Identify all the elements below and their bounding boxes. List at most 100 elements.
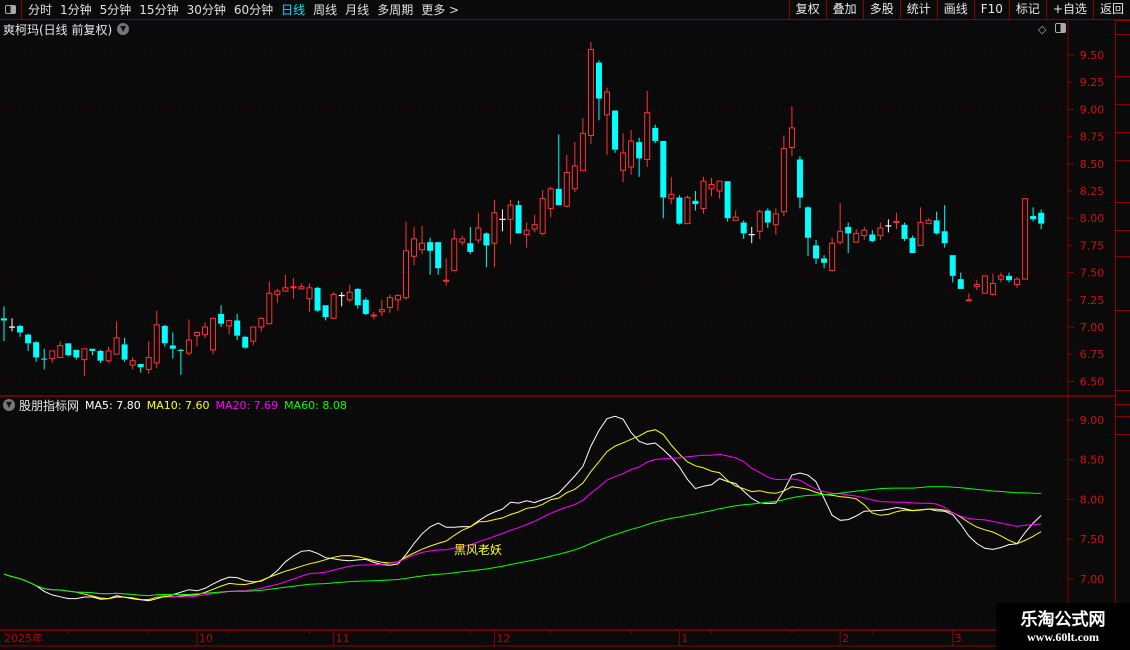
candle	[563, 155, 570, 208]
toolbar-button-5[interactable]: F10	[973, 0, 1009, 20]
candle-body	[563, 172, 570, 207]
candle	[378, 299, 385, 317]
candle-body	[121, 344, 128, 360]
tab-period-5[interactable]: 60分钟	[233, 3, 274, 17]
candle	[796, 156, 803, 209]
candle	[226, 319, 233, 335]
toolbar-button-2[interactable]: 多股	[862, 0, 900, 20]
candle-body	[652, 127, 659, 141]
period-toolbar: 分时 1分钟 5分钟 15分钟 30分钟 60分钟 日线 周线 月线 多周期 更多 > 复权 叠加 多股…	[0, 0, 1130, 20]
candle	[724, 181, 731, 222]
candle-body	[226, 319, 233, 327]
chevron-down-icon[interactable]: ▼	[117, 23, 130, 35]
toolbar-button-1[interactable]: 叠加	[825, 0, 863, 20]
candle	[933, 211, 940, 235]
candle-body	[515, 205, 522, 234]
candle-body	[531, 224, 538, 230]
candle	[772, 208, 779, 235]
candle-body	[137, 363, 144, 368]
tab-period-0[interactable]: 分时	[28, 3, 53, 17]
candle	[370, 311, 377, 320]
candle	[756, 209, 763, 239]
candle-body	[322, 305, 329, 318]
date-tick-label: 2	[842, 632, 849, 645]
price-tick-label: 8.50	[1080, 158, 1105, 171]
candle	[780, 135, 787, 217]
candle-body	[161, 325, 168, 344]
candle-body	[105, 350, 112, 362]
candle-body	[780, 148, 787, 213]
layout-icon[interactable]	[1055, 23, 1066, 33]
candle	[997, 272, 1004, 283]
candle	[740, 220, 747, 239]
side-tab-divider	[1116, 104, 1130, 105]
candle	[17, 324, 24, 337]
layout-toggle-button[interactable]	[0, 0, 22, 20]
candle	[1022, 198, 1029, 280]
toolbar-button-6[interactable]: 标记	[1008, 0, 1046, 20]
candle-body	[901, 224, 908, 239]
candle	[129, 357, 136, 370]
candle-body	[869, 234, 876, 242]
candle	[620, 133, 627, 183]
candle	[314, 286, 321, 312]
candle-body	[242, 336, 249, 348]
toolbar-button-3[interactable]: 统计	[899, 0, 937, 20]
candle-body	[1014, 278, 1021, 286]
candle-body	[772, 213, 779, 226]
candle-body	[941, 231, 948, 244]
tab-period-6[interactable]: 日线	[281, 3, 306, 17]
candle	[274, 288, 281, 304]
side-tab-divider	[1116, 230, 1130, 231]
toolbar-button-8[interactable]: 返回	[1092, 0, 1130, 20]
candle-body	[258, 317, 265, 328]
tab-period-3[interactable]: 15分钟	[139, 3, 179, 17]
candle-body	[129, 360, 136, 366]
diamond-icon[interactable]: ◇	[1038, 23, 1047, 36]
candle-body	[362, 299, 369, 314]
chevron-down-icon[interactable]: ▼	[3, 399, 15, 411]
candle-body	[49, 350, 56, 360]
candle-body	[981, 275, 988, 294]
candle-body	[33, 342, 40, 358]
candle-body	[684, 197, 691, 225]
tab-period-8[interactable]: 月线	[345, 3, 370, 17]
candle	[531, 214, 538, 233]
tab-period-7[interactable]: 周线	[313, 3, 338, 17]
candle	[322, 305, 329, 321]
tab-period-9[interactable]: 多周期	[377, 3, 414, 17]
candle-body	[169, 345, 176, 349]
tab-period-10[interactable]: 更多 >	[421, 3, 460, 17]
price-tick-label: 7.25	[1080, 294, 1105, 307]
toolbar-button-0[interactable]: 复权	[788, 0, 826, 20]
candle-body	[909, 237, 916, 254]
price-tick-label: 8.00	[1080, 212, 1105, 225]
candle-body	[595, 62, 602, 99]
candle-body	[403, 250, 409, 299]
candle-body	[9, 326, 16, 328]
candle-body	[378, 309, 385, 313]
candle-body	[491, 212, 498, 244]
candle-body	[81, 348, 88, 361]
candle-body	[813, 245, 820, 259]
layout-icon	[5, 5, 16, 14]
candle-body	[73, 349, 80, 358]
toolbar-button-7[interactable]: +自选	[1045, 0, 1093, 20]
tab-period-1[interactable]: 1分钟	[60, 3, 92, 17]
candle	[266, 281, 273, 325]
candle	[362, 297, 369, 316]
indicator-legend: ▼ 股朋指标网 MA5: 7.80 MA10: 7.60 MA20: 7.69 …	[3, 398, 353, 413]
tab-period-2[interactable]: 5分钟	[99, 3, 132, 17]
tab-period-4[interactable]: 30分钟	[186, 3, 226, 17]
candle-body	[17, 325, 24, 333]
candle-body	[386, 297, 393, 308]
side-panel-tabs[interactable]	[1115, 20, 1130, 650]
candle-body	[885, 225, 892, 227]
toolbar-button-4[interactable]: 画线	[936, 0, 974, 20]
candle-body	[660, 140, 667, 198]
candle	[258, 317, 265, 332]
candle-body	[957, 279, 964, 289]
candle-body	[435, 242, 442, 269]
candle-body	[612, 110, 619, 150]
